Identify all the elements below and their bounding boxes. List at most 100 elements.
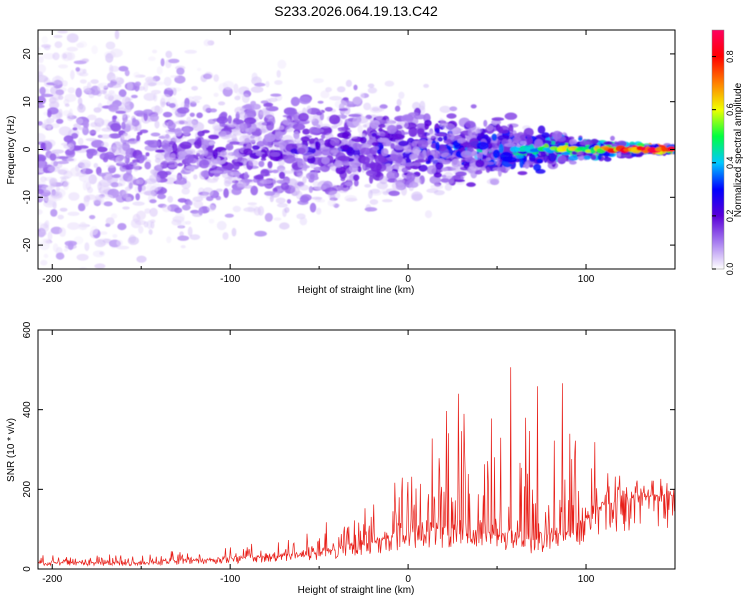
spectrogram-blob <box>41 185 53 193</box>
spectrogram-blob <box>462 141 470 147</box>
spectrogram-ylabel: Frequency (Hz) <box>6 116 17 185</box>
spectrogram-blob <box>315 141 321 151</box>
spectrogram-blob <box>528 153 536 162</box>
spectrogram-blob <box>233 154 244 164</box>
spectrogram-blob <box>219 130 233 140</box>
spectrogram-blob <box>331 125 338 129</box>
spectrogram-blob <box>302 152 314 159</box>
spectrogram-blob <box>90 79 99 84</box>
spectrogram-blob <box>489 177 500 182</box>
spectrogram-blob <box>223 188 229 199</box>
spectrogram-blob <box>234 95 241 101</box>
spectrogram-blob <box>334 160 343 168</box>
spectrogram-blob <box>242 139 250 145</box>
snr-series-line <box>38 367 675 567</box>
spectrogram-blob <box>111 174 121 178</box>
spectrogram-blob <box>276 203 288 208</box>
y-tick-label: -10 <box>22 190 33 205</box>
spectrogram-blob <box>149 199 157 204</box>
spectrogram-blob <box>359 92 365 100</box>
spectrogram-blob <box>194 139 202 149</box>
spectrogram-blob <box>85 138 98 142</box>
spectrogram-blob <box>379 175 388 185</box>
spectrogram-blob <box>394 105 401 112</box>
spectrogram-blob <box>57 30 68 34</box>
spectrogram-blob <box>216 116 228 124</box>
spectrogram-blob <box>67 211 80 216</box>
spectrogram-blob <box>337 155 350 162</box>
spectrogram-blob <box>250 185 258 196</box>
spectrogram-blob <box>158 135 166 139</box>
spectrogram-blob <box>325 87 332 93</box>
spectrogram-blob <box>424 123 430 130</box>
spectrogram-blob <box>106 164 116 168</box>
spectrogram-blob <box>274 80 283 85</box>
spectrogram-blob <box>437 158 445 163</box>
spectrogram-blob <box>299 184 309 191</box>
spectrogram-blob <box>218 101 226 106</box>
snr-xlabel: Height of straight line (km) <box>298 585 415 596</box>
spectrogram-blob <box>47 231 53 241</box>
spectrogram-blob <box>287 107 298 117</box>
spectrogram-blob <box>146 220 153 230</box>
spectrogram-blob <box>470 126 483 134</box>
spectrogram-blob <box>537 125 546 134</box>
spectrogram-blob <box>524 161 530 169</box>
spectrogram-blob <box>290 148 298 154</box>
spectrogram-blob <box>444 183 453 191</box>
spectrogram-blob <box>189 234 201 241</box>
spectrogram-blob <box>296 169 304 179</box>
spectrogram-blob <box>77 97 83 106</box>
spectrogram-blob <box>485 167 491 173</box>
colorbar-tick-label: 0.6 <box>725 103 735 116</box>
spectrogram-blob <box>147 82 157 86</box>
spectrogram-blob <box>435 133 447 137</box>
spectrogram-blob <box>247 202 257 206</box>
spectrogram-blob <box>99 179 112 187</box>
spectrogram-blob <box>233 83 239 94</box>
spectrogram-blob <box>309 173 315 180</box>
spectrogram-blob <box>357 166 362 173</box>
spectrogram-blob <box>123 119 133 126</box>
spectrogram-blob <box>192 95 203 101</box>
spectrogram-blob <box>410 128 416 137</box>
spectrogram-blob <box>406 172 416 182</box>
spectrogram-blob <box>149 114 159 122</box>
spectrogram-blob <box>94 239 106 248</box>
spectrogram-blob <box>311 128 324 133</box>
spectrogram-blob <box>63 99 70 105</box>
spectrogram-blob <box>557 155 567 163</box>
spectrogram-blob <box>49 178 57 189</box>
spectrogram-blob <box>265 81 270 88</box>
spectrogram-blob <box>254 230 267 237</box>
spectrogram-blob <box>440 118 446 126</box>
spectrogram-blob <box>335 166 346 175</box>
spectrogram-blob <box>207 204 216 212</box>
spectrogram-blob <box>222 232 229 240</box>
spectrogram-blob <box>97 102 103 112</box>
spectrogram-blob <box>58 64 69 69</box>
spectrogram-blob <box>68 108 73 118</box>
spectrogram-blob <box>153 93 158 102</box>
spectrogram-blob <box>108 64 114 74</box>
spectrogram-blob <box>533 163 542 171</box>
spectrogram-blob <box>541 139 552 146</box>
spectrogram-blob <box>273 217 282 221</box>
spectrogram-blob <box>414 159 427 163</box>
spectrogram-blob <box>133 71 141 79</box>
spectrogram-y-ticks: -20 -10 0 10 20 <box>22 48 675 252</box>
spectrogram-blob <box>617 151 622 157</box>
spectrogram-blob <box>51 93 61 101</box>
spectrogram-blob <box>198 159 210 169</box>
spectrogram-blob <box>498 143 504 154</box>
spectrogram-blob <box>177 198 187 203</box>
spectrogram-blob <box>187 226 193 237</box>
spectrogram-blob <box>107 82 114 88</box>
spectrogram-blob <box>268 97 278 103</box>
spectrogram-blob <box>59 207 68 212</box>
spectrogram-blob <box>583 155 591 160</box>
spectrogram-blob <box>164 134 171 144</box>
spectrogram-blob <box>290 96 300 107</box>
spectrogram-blob <box>353 174 360 181</box>
spectrogram-blob <box>155 159 165 163</box>
